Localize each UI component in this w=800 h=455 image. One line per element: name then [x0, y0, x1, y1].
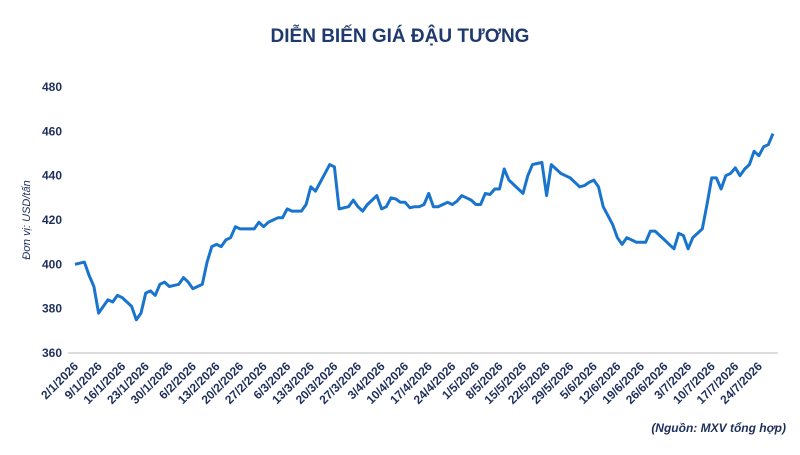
- chart-title: DIỄN BIẾN GIÁ ĐẬU TƯƠNG: [271, 25, 530, 47]
- y-axis-label: Đơn vị: USD/tấn: [21, 180, 33, 259]
- price-line: [74, 133, 775, 322]
- y-tick-label: 380: [42, 302, 62, 316]
- source-note: (Nguồn: MXV tổng hợp): [651, 421, 786, 435]
- y-tick-label: 420: [42, 213, 62, 227]
- y-tick-label: 480: [42, 80, 62, 94]
- y-tick-label: 440: [42, 169, 62, 183]
- y-tick-label: 460: [42, 124, 62, 138]
- y-tick-label: 360: [42, 346, 62, 360]
- y-tick-label: 400: [42, 257, 62, 271]
